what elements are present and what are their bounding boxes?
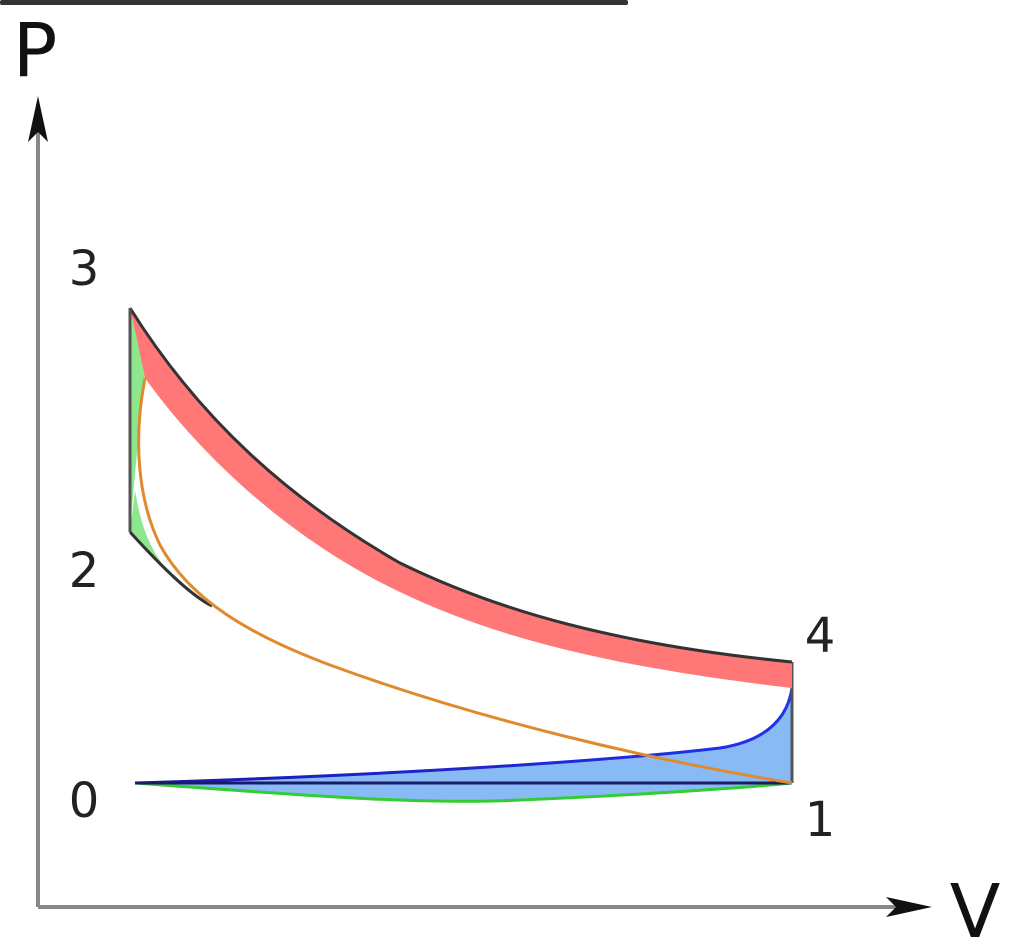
pumping-area-upper: [135, 688, 792, 783]
y-arrow: [28, 96, 48, 142]
point-label: 2: [69, 543, 100, 599]
point-label: 3: [69, 241, 100, 297]
combustion-loss-bottom: [130, 490, 212, 606]
combustion-loss-top: [130, 308, 145, 532]
point-label: 4: [805, 608, 836, 664]
y-axis-label: P: [13, 8, 58, 94]
point-label: 0: [69, 773, 100, 829]
real-compression: [137, 377, 793, 785]
pumping-area-lower: [135, 783, 792, 802]
x-arrow: [886, 897, 932, 917]
intake-line: [134, 687, 794, 785]
expansion-loss: [130, 308, 792, 688]
ideal-expansion: [128, 307, 793, 664]
x-axis-label: V: [950, 869, 1001, 945]
ideal-compression-start: [128, 530, 213, 608]
point-label: 1: [805, 792, 836, 848]
exhaust-line: [134, 781, 793, 803]
top-bar: [0, 0, 628, 5]
